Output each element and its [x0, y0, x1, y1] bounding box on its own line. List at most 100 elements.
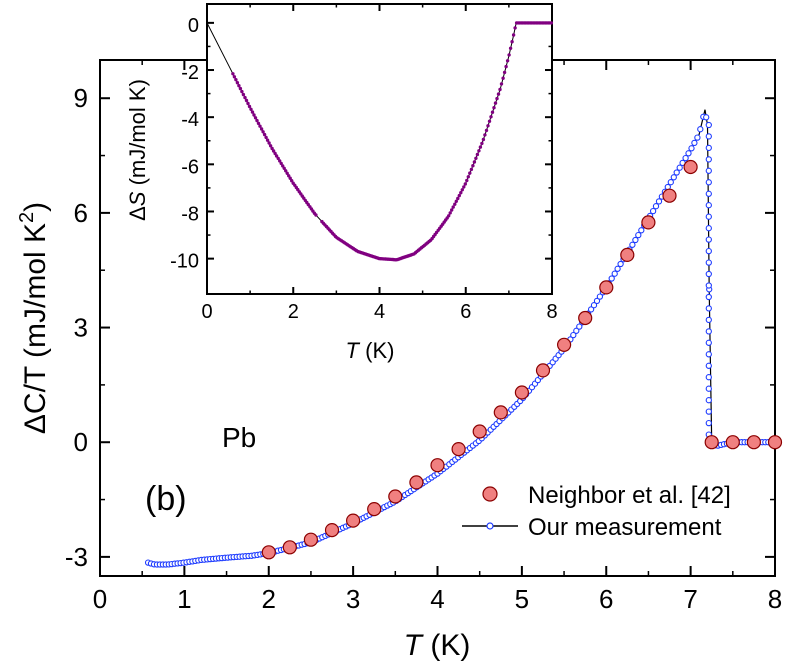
- x-tick-label: 5: [515, 584, 529, 614]
- inset-point: [496, 92, 501, 96]
- inset-point: [511, 33, 516, 37]
- inset-point: [285, 171, 289, 175]
- measurement-point: [652, 203, 660, 210]
- inset-x-axis-title: T (K): [346, 338, 395, 363]
- reference-point: [620, 247, 635, 262]
- measurement-point: [593, 297, 601, 305]
- inset-point: [271, 149, 276, 153]
- reference-point: [578, 310, 593, 326]
- inset-point: [234, 78, 238, 82]
- inset-point: [241, 92, 246, 97]
- inset-point: [267, 141, 271, 145]
- measurement-point: [688, 145, 695, 152]
- y-tick-label: -3: [65, 542, 88, 572]
- inset-point: [232, 75, 237, 79]
- reference-point: [324, 522, 340, 538]
- reference-point: [388, 489, 403, 504]
- y-tick-label: -4: [181, 109, 199, 131]
- measurement-point: [635, 231, 642, 239]
- measurement-point: [705, 259, 712, 266]
- inset-point: [460, 188, 464, 192]
- reference-point: [767, 435, 783, 450]
- y-tick-label: 6: [74, 198, 88, 228]
- measurement-point: [596, 293, 604, 300]
- measurement-point: [632, 236, 639, 244]
- inset-point: [454, 199, 458, 203]
- main-y-axis-title: ΔC/T (mJ/mol K2): [16, 202, 52, 434]
- inset-point: [489, 115, 493, 119]
- measurement-point: [705, 397, 712, 404]
- inset-point: [447, 214, 451, 218]
- inset-point: [256, 121, 261, 126]
- measurement-point: [705, 247, 712, 255]
- measurement-point: [587, 306, 595, 313]
- reference-point: [556, 337, 572, 352]
- inset-point: [483, 133, 487, 137]
- reference-points: [261, 159, 783, 560]
- inset-point: [253, 116, 258, 120]
- measurement-point: [570, 331, 577, 339]
- measurement-point: [685, 150, 692, 157]
- measurement-point: [655, 198, 663, 205]
- inset-point: [463, 182, 467, 186]
- reference-point: [725, 435, 740, 450]
- inset-point: [498, 87, 502, 92]
- main-y-ticks: -3 0 3 6 9: [65, 83, 775, 572]
- inset-point: [459, 191, 463, 195]
- main-x-ticks: 0 1 2 3 4 5 6 7 8: [93, 60, 782, 614]
- measurement-point: [703, 114, 710, 121]
- measurement-point: [629, 241, 636, 248]
- inset-point: [237, 84, 241, 88]
- inset-point: [246, 101, 250, 106]
- measurement-point: [705, 179, 712, 186]
- inset-point: [480, 141, 484, 146]
- inset-point: [487, 119, 492, 124]
- measurement-point: [614, 265, 621, 272]
- y-tick-label: -8: [181, 203, 199, 225]
- measurement-point: [705, 305, 712, 312]
- y-tick-label: -6: [181, 156, 199, 178]
- x-tick-label: 1: [177, 584, 191, 614]
- inset-point: [274, 154, 279, 158]
- legend-marker-reference: [482, 486, 498, 502]
- inset-point: [510, 40, 514, 44]
- inset-point: [493, 101, 498, 105]
- inset-x-ticks: 0 2 4 6 8: [201, 4, 558, 323]
- inset-point: [462, 185, 466, 189]
- reference-point: [683, 159, 698, 175]
- inset-point: [259, 127, 264, 131]
- reference-point: [662, 188, 677, 203]
- measurement-point: [705, 339, 712, 346]
- measurement-point: [705, 213, 712, 220]
- inset-chart: [206, 3, 553, 295]
- measurement-point: [705, 419, 712, 427]
- main-x-axis-title: T (K): [404, 629, 471, 662]
- measurement-point: [705, 133, 712, 140]
- inset-point: [465, 178, 469, 183]
- inset-point: [453, 202, 457, 206]
- inset-point: [457, 193, 461, 198]
- x-tick-label: 0: [93, 584, 107, 614]
- x-tick-label: 0: [201, 301, 212, 323]
- legend-label-reference: Neighbor et al. [42]: [528, 482, 731, 509]
- inset-point: [450, 208, 454, 212]
- inset-point: [490, 110, 495, 114]
- inset-point: [486, 124, 490, 128]
- reference-point: [430, 458, 445, 473]
- inset-point: [448, 211, 452, 215]
- measurement-point: [670, 174, 677, 181]
- measurement-point: [682, 154, 689, 162]
- y-tick-label: 0: [74, 427, 88, 457]
- inset-point: [456, 196, 460, 201]
- inset-point: [279, 161, 283, 166]
- inset-point: [314, 213, 318, 217]
- inset-point: [507, 53, 511, 57]
- measurement-point: [705, 351, 712, 358]
- y-tick-label: -2: [181, 62, 199, 84]
- legend-marker-measurement: [486, 522, 494, 530]
- y-tick-label: -10: [170, 251, 199, 273]
- inset-point: [258, 124, 262, 128]
- reference-point: [514, 385, 530, 400]
- inset-point: [495, 96, 499, 101]
